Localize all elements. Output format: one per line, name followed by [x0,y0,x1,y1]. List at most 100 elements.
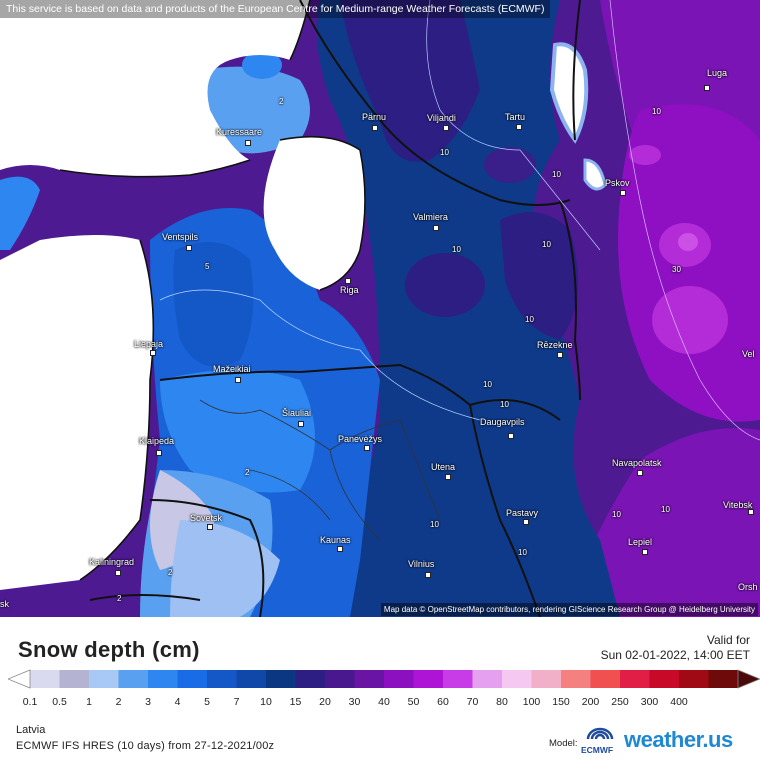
colorbar-swatch [30,670,60,688]
city-label-viljandi[interactable]: Viljandi [427,113,456,123]
city-label-parnu[interactable]: Pärnu [362,112,387,122]
colorbar-swatch [266,670,296,688]
city-label-panevezys[interactable]: Panevėžys [338,434,383,444]
snow-patch-15cm [500,212,578,340]
contour-line [609,0,760,441]
city-label-liepaja[interactable]: Liepaja [134,339,164,349]
city-label-navapolatsk[interactable]: Navapolatsk [612,458,662,468]
contour-label: 5 [205,262,210,271]
country-border [159,0,571,421]
snow-patch-2cm [200,66,310,154]
colorbar-swatch [354,670,385,688]
colorbar-tick-label: 400 [670,696,688,708]
city-label-pastavy[interactable]: Pastavy [506,508,539,518]
city-marker [508,433,514,439]
map-attribution: Map data © OpenStreetMap contributors, r… [380,603,758,616]
ecmwf-logo-icon [586,727,614,740]
city-label-daugavpils[interactable]: Daugavpils [480,417,525,427]
city-marker [207,524,213,530]
city-marker [523,519,529,525]
city-marker [372,125,378,131]
colorbar-swatch [561,670,591,688]
colorbar-tick-label: 0.1 [22,696,38,708]
city-label-kuressaare[interactable]: Kuressaare [216,127,263,137]
ecmwf-disclaimer-banner: This service is based on data and produc… [0,0,551,18]
colorbar-tick-label: 20 [319,696,331,708]
colorbar-swatch [207,670,237,688]
ecmwf-logo-text: ECMWF [581,745,614,755]
city-label-siauliai[interactable]: Šiauliai [282,408,312,418]
city-label-orsha[interactable]: Orsh [738,582,758,592]
colorbar-swatch [89,670,119,688]
contour-label: 10 [483,380,492,389]
contour-label: 10 [452,245,461,254]
city-marker [443,125,449,131]
city-label-ventspils[interactable]: Ventspils [162,232,199,242]
contour-label: 10 [500,400,509,409]
colorbar [8,669,760,689]
contour-label: 10 [440,148,449,157]
colorbar-tick-label: 80 [496,696,508,708]
colorbar-swatch [413,670,444,688]
city-label-baltiysk[interactable]: sk [0,599,9,609]
colorbar-tick-label: 15 [289,696,302,708]
colorbar-tick-label: 2 [115,696,122,708]
colorbar-tick-label: 200 [581,696,600,708]
city-label-rezekne[interactable]: Rēzekne [537,340,573,350]
contour-label: 10 [542,240,551,249]
sea-area [0,235,154,590]
region-border [199,399,441,541]
weather-us-logo[interactable]: weather.us [624,727,733,752]
city-label-klaipeda[interactable]: Klaipeda [139,436,175,446]
snow-patch-3cm [0,176,40,250]
contour-label: 2 [245,468,250,477]
colorbar-tick-label: 3 [145,696,151,708]
city-label-lepiel[interactable]: Lepiel [628,537,653,547]
city-label-sovetsk[interactable]: Sovetsk [190,513,223,523]
colorbar-tick-label: 5 [204,696,210,708]
colorbar-tick-label: 70 [466,696,479,708]
colorbar-ticks: 0.1 0.5 1 2 3 4 5 7 10 15 20 30 40 50 60 70 80 100 150 200 2… [0,696,760,710]
colorbar-swatch [502,670,532,688]
city-marker [345,278,351,284]
colorbar-tick-label: 1 [86,696,92,708]
city-label-mazeikiai[interactable]: Mažeikiai [213,364,251,374]
colorbar-swatch [531,670,562,688]
colorbar-tick-label: 250 [611,696,629,708]
city-marker [245,140,251,146]
city-label-velikiye-luki[interactable]: Vel [742,349,755,359]
contour-label: 10 [525,315,534,324]
snow-field-5cm [173,242,254,367]
city-marker [115,570,121,576]
colorbar-tick-label: 300 [640,696,659,708]
city-marker [150,350,156,356]
colorbar-swatch [679,670,709,688]
colorbar-swatch [177,670,208,688]
city-marker [433,225,439,231]
contour-label: 2 [117,594,122,603]
city-label-kaliningrad[interactable]: Kaliningrad [89,557,135,567]
city-label-riga[interactable]: Riga [340,285,359,295]
city-label-vilnius[interactable]: Vilnius [408,559,435,569]
map-title: Snow depth (cm) [18,637,200,662]
map-area[interactable]: This service is based on data and produc… [0,0,760,617]
gulf-of-riga [263,136,365,290]
city-label-utena[interactable]: Utena [431,462,456,472]
colorbar-swatch [649,670,680,688]
colorbar-swatch [620,670,650,688]
city-label-tartu[interactable]: Tartu [505,112,526,122]
city-label-valmiera[interactable]: Valmiera [413,212,448,222]
contour-label: 10 [430,520,439,529]
city-label-vitebsk[interactable]: Vitebsk [723,500,753,510]
city-label-kaunas[interactable]: Kaunas [320,535,351,545]
colorbar-tick-label: 10 [260,696,272,708]
contour-label: 30 [672,265,681,274]
valid-time: Sun 02-01-2022, 14:00 EET [600,648,750,662]
contour-label: 10 [518,548,527,557]
legend-footer: Snow depth (cm) Valid for Sun 02-01-2022… [0,617,760,760]
snow-field-15cm [340,0,480,162]
city-label-luga[interactable]: Luga [707,68,728,78]
city-label-pskov[interactable]: Pskov [605,178,630,188]
colorbar-high-arrow [737,669,760,689]
